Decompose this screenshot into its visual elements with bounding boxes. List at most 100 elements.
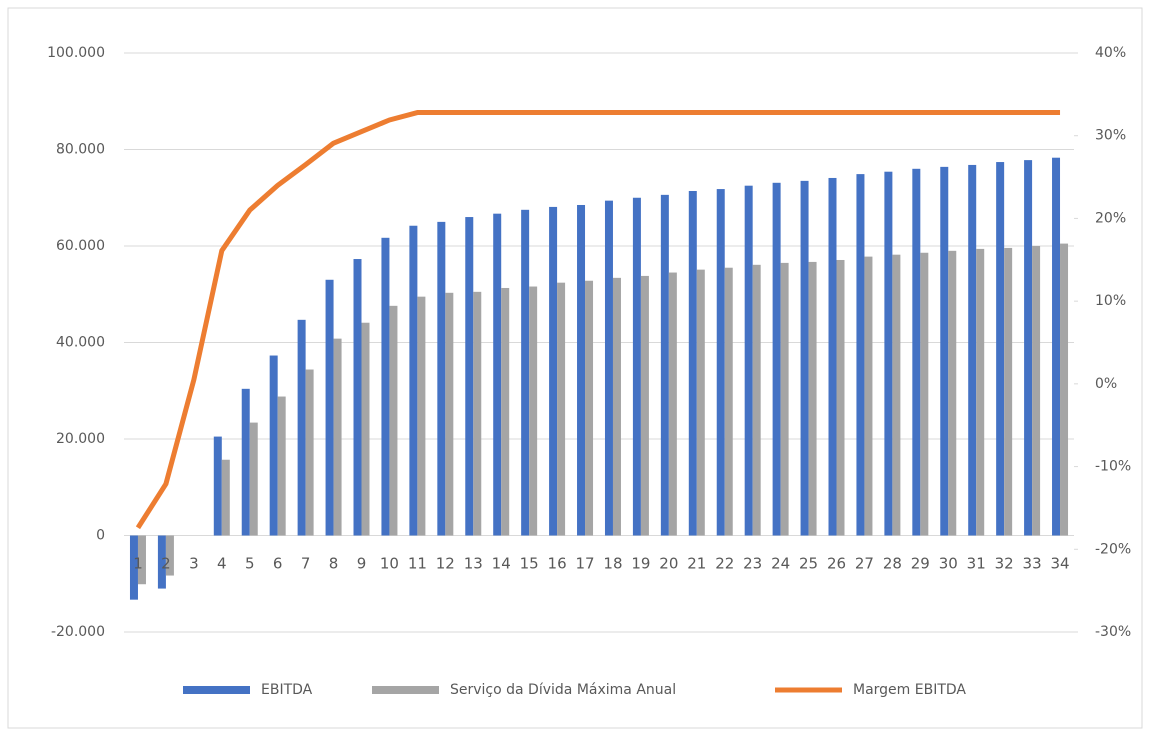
y-tick-label: 100.000 [47,45,105,61]
x-tick-label: 21 [687,555,706,573]
x-tick-label: 14 [492,555,511,573]
bar [1004,247,1013,536]
x-tick-label: 11 [408,555,427,573]
bar [577,204,586,536]
bar [604,200,613,536]
x-tick-label: 22 [715,555,734,573]
bar [361,322,370,536]
bar [632,197,641,536]
x-tick-label: 23 [743,555,762,573]
bar [688,190,697,536]
bar [612,277,621,536]
y2-tick-label: 20% [1095,210,1126,226]
x-tick-label: 26 [827,555,846,573]
line [135,110,1061,530]
x-tick-label: 9 [357,555,367,573]
x-tick-label: 4 [217,555,227,573]
bar [333,338,342,536]
bar [249,422,258,536]
bar [1060,243,1069,536]
y2-tick-label: 10% [1095,293,1126,309]
y-tick-label: 0 [96,528,105,544]
bar [381,237,390,536]
bar [165,535,174,576]
bar [1024,160,1033,536]
bar [221,459,230,536]
bar [409,225,418,536]
bar [305,369,314,536]
bar [912,168,921,536]
x-tick-label: 20 [659,555,678,573]
bar [417,296,426,536]
bar [157,535,166,589]
bar [325,279,334,536]
bar [724,267,733,536]
x-tick-label: 7 [301,555,311,573]
x-tick-label: 5 [245,555,255,573]
x-tick-label: 10 [380,555,399,573]
bar [940,166,949,536]
x-tick-label: 8 [329,555,339,573]
bar [501,287,510,536]
x-tick-label: 12 [436,555,455,573]
x-tick-label: 15 [520,555,539,573]
x-tick-label: 30 [939,555,958,573]
y2-tick-label: -20% [1095,541,1131,557]
bar [213,436,222,536]
legend-swatch [372,686,439,694]
bar [892,254,901,536]
x-tick-label: 3 [189,555,199,573]
x-tick-label: 28 [883,555,902,573]
y-tick-label: -20.000 [51,624,105,640]
x-tick-label: 19 [631,555,650,573]
bar [465,217,474,536]
bar [884,171,893,536]
bar [968,164,977,536]
x-tick-label: 34 [1050,555,1069,573]
x-tick-label: 13 [464,555,483,573]
bar [800,180,809,536]
legend-label: EBITDA [261,682,313,698]
bar [668,272,677,536]
legend-label: Margem EBITDA [853,682,966,698]
x-tick-label: 2 [161,555,171,573]
x-tick-label: 27 [855,555,874,573]
bar [437,221,446,536]
bar [389,305,398,536]
bar [716,189,725,536]
bar [836,259,845,536]
x-tick-label: 29 [911,555,930,573]
bar [856,174,865,536]
bar [996,162,1005,536]
bar [920,252,929,536]
x-tick-label: 31 [967,555,986,573]
x-tick-label: 18 [603,555,622,573]
bar [529,286,538,536]
bar [660,194,669,536]
bar [585,280,594,536]
bar [297,319,306,536]
y2-tick-label: 0% [1095,376,1117,392]
x-tick-label: 24 [771,555,790,573]
bar [277,396,286,536]
bar [549,206,558,536]
bar [521,209,530,536]
y-tick-label: 60.000 [56,238,105,254]
x-tick-label: 17 [575,555,594,573]
bar [129,535,138,600]
bar [744,185,753,536]
x-tick-label: 32 [995,555,1014,573]
bar [976,248,985,536]
x-tick-label: 33 [1023,555,1042,573]
legend-label: Serviço da Dívida Máxima Anual [450,682,676,698]
y2-tick-label: 30% [1095,128,1126,144]
bar [493,213,502,536]
y2-tick-label: -10% [1095,459,1131,475]
y-tick-label: 80.000 [56,142,105,158]
bar [1032,246,1041,536]
bar [269,355,278,536]
x-tick-label: 16 [548,555,567,573]
bar [241,388,250,536]
bar [696,269,705,536]
